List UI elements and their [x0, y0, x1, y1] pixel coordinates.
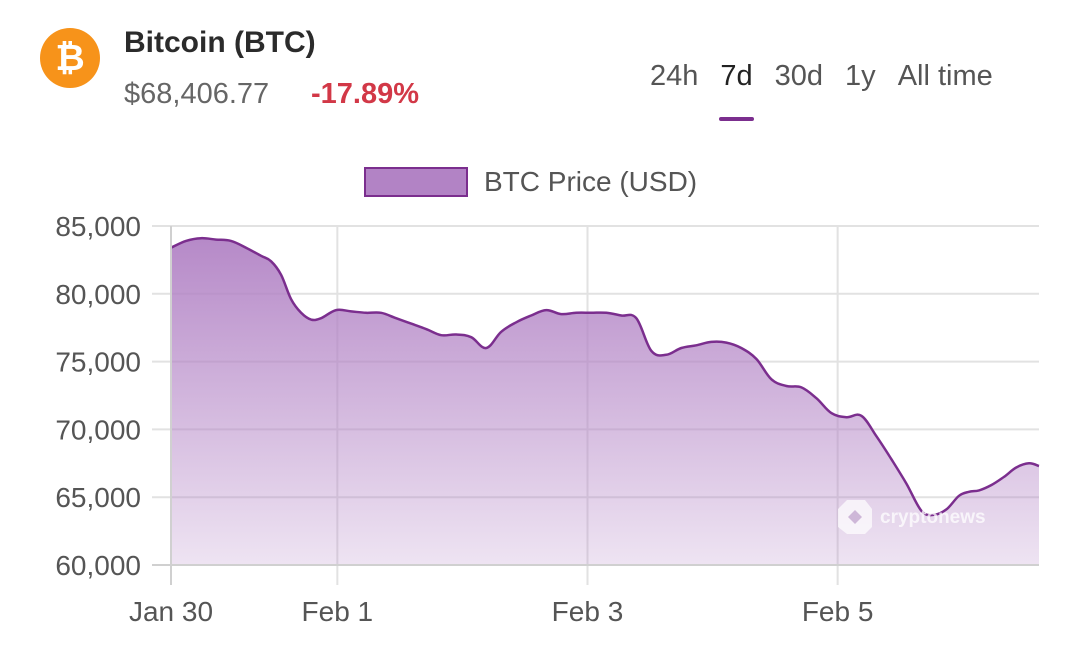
time-range-tabs: 24h 7d 30d 1y All time: [650, 60, 993, 121]
cryptonews-logo-icon: [838, 500, 872, 534]
coin-name: Bitcoin (BTC): [124, 26, 316, 59]
y-tick-label: 70,000: [55, 414, 141, 445]
x-tick-label: Feb 5: [802, 596, 874, 627]
y-tick-label: 85,000: [55, 211, 141, 242]
x-tick-label: Feb 1: [302, 596, 374, 627]
range-tab-30d[interactable]: 30d: [774, 60, 824, 92]
chart-legend[interactable]: BTC Price (USD): [364, 166, 697, 198]
y-tick-label: 80,000: [55, 279, 141, 310]
range-tab-7d[interactable]: 7d: [719, 60, 754, 121]
cryptonews-watermark: cryptonews: [838, 500, 986, 534]
legend-label: BTC Price (USD): [484, 166, 698, 197]
watermark-text: cryptonews: [880, 507, 986, 528]
x-tick-label: Feb 3: [552, 596, 624, 627]
range-tab-all-time[interactable]: All time: [897, 60, 993, 92]
y-tick-label: 60,000: [55, 550, 141, 581]
price-line: [170, 236, 1040, 517]
y-tick-label: 75,000: [55, 347, 141, 378]
bitcoin-logo-glyph: ₿: [55, 38, 85, 79]
y-tick-label: 65,000: [55, 482, 141, 513]
price-area-fill: [171, 238, 1039, 566]
chart-area-layer: [170, 236, 1040, 566]
bitcoin-logo-icon: ₿: [40, 28, 100, 88]
range-tab-1y[interactable]: 1y: [845, 60, 876, 92]
legend-swatch: [364, 167, 468, 197]
price-change-percent: -17.89%: [311, 78, 420, 110]
range-tab-24h[interactable]: 24h: [650, 60, 699, 92]
x-tick-label: Jan 30: [129, 596, 213, 627]
chart-axes: 60,000 65,000 70,000 75,000 80,000 85,000 Jan …: [55, 211, 1039, 627]
coin-price: $68,406.77: [124, 78, 270, 110]
